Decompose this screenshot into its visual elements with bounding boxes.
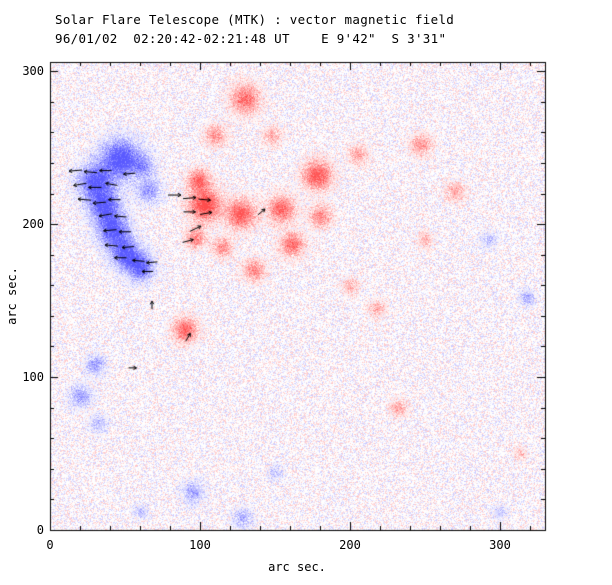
y-tick-label: 0 [36, 523, 44, 537]
y-tick-label: 300 [22, 64, 44, 79]
chart-title: Solar Flare Telescope (MTK) : vector mag… [55, 12, 455, 27]
y-tick-label: 200 [22, 217, 44, 232]
x-axis-label: arc sec. [268, 560, 326, 574]
chart-subtitle: 96/01/02 02:20:42-02:21:48 UT E 9'42" S … [55, 31, 447, 46]
x-tick-label: 100 [189, 538, 211, 552]
y-axis-label: arc sec. [5, 267, 19, 325]
x-tick-label: 300 [489, 538, 511, 552]
x-tick-label: 200 [339, 538, 361, 552]
y-tick-label: 100 [22, 370, 44, 385]
x-tick-label: 0 [46, 538, 54, 552]
